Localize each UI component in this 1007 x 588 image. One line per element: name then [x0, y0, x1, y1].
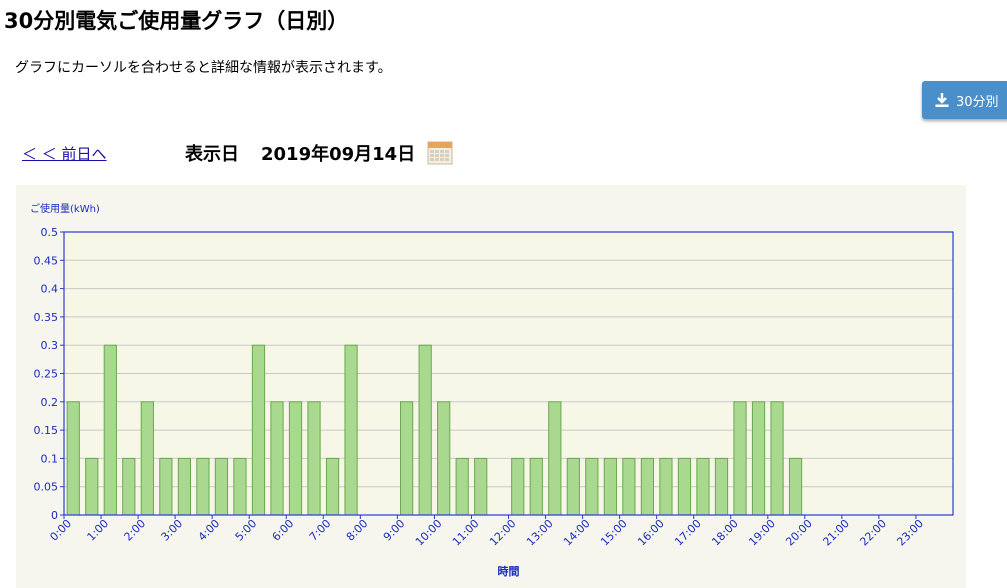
- bar[interactable]: [233, 457, 247, 516]
- x-tick-label: 14:00: [561, 517, 593, 549]
- y-tick-label: 0.2: [41, 396, 59, 409]
- x-tick-label: 18:00: [709, 517, 741, 549]
- date-value: 2019年09月14日: [261, 144, 416, 165]
- bar[interactable]: [788, 457, 803, 516]
- bar[interactable]: [159, 457, 173, 516]
- bar[interactable]: [529, 457, 543, 516]
- bar[interactable]: [622, 457, 636, 516]
- y-tick-label: 0.4: [41, 283, 59, 296]
- y-tick-label: 0: [51, 509, 58, 522]
- bar[interactable]: [733, 401, 747, 516]
- y-tick-label: 0.25: [34, 368, 59, 381]
- calendar-icon[interactable]: [427, 141, 453, 165]
- bar[interactable]: [640, 457, 655, 516]
- bar[interactable]: [474, 457, 488, 516]
- bar[interactable]: [85, 457, 99, 516]
- bar[interactable]: [251, 344, 266, 516]
- x-tick-label: 17:00: [672, 517, 704, 549]
- bar[interactable]: [418, 344, 432, 516]
- bar[interactable]: [344, 344, 358, 516]
- bar[interactable]: [677, 457, 692, 516]
- date-display: 表示日 2019年09月14日: [185, 140, 453, 166]
- y-tick-label: 0.3: [41, 339, 59, 352]
- bar[interactable]: [214, 457, 229, 516]
- x-tick-label: 15:00: [598, 517, 630, 549]
- download-icon: [935, 93, 949, 107]
- bar[interactable]: [603, 457, 617, 516]
- x-tick-label: 16:00: [635, 517, 667, 549]
- x-tick-label: 23:00: [894, 517, 926, 549]
- bar[interactable]: [548, 401, 562, 516]
- x-tick-label: 10:00: [413, 517, 445, 549]
- x-tick-label: 13:00: [524, 517, 556, 549]
- x-tick-label: 21:00: [820, 517, 852, 549]
- x-tick-label: 20:00: [783, 517, 815, 549]
- bar[interactable]: [140, 401, 154, 516]
- y-tick-label: 0.05: [34, 481, 59, 494]
- bar[interactable]: [270, 401, 284, 516]
- bar[interactable]: [751, 401, 766, 516]
- bar[interactable]: [437, 401, 451, 516]
- bar[interactable]: [455, 457, 469, 516]
- x-tick-label: 8:00: [344, 517, 371, 544]
- x-tick-label: 6:00: [270, 517, 297, 544]
- bar[interactable]: [400, 401, 414, 516]
- bar[interactable]: [177, 457, 191, 516]
- bar[interactable]: [325, 457, 340, 516]
- bar[interactable]: [103, 344, 117, 516]
- page-subtitle: グラフにカーソルを合わせると詳細な情報が表示されます。: [15, 60, 392, 76]
- x-tick-label: 22:00: [857, 517, 889, 549]
- bar[interactable]: [196, 457, 210, 516]
- x-axis-title: 時間: [498, 564, 520, 578]
- x-tick-label: 12:00: [487, 517, 519, 549]
- bar[interactable]: [122, 457, 136, 516]
- x-tick-label: 5:00: [233, 517, 260, 544]
- x-tick-label: 3:00: [159, 517, 186, 544]
- bar[interactable]: [696, 457, 710, 516]
- bar[interactable]: [566, 457, 580, 516]
- date-label: 表示日: [185, 144, 239, 165]
- y-tick-label: 0.35: [34, 311, 59, 324]
- bar[interactable]: [511, 457, 525, 516]
- bar[interactable]: [66, 401, 80, 516]
- y-axis-title: ご使用量(kWh): [30, 202, 100, 215]
- bar[interactable]: [585, 457, 599, 516]
- download-button[interactable]: 30分別: [922, 81, 1007, 119]
- usage-chart: 0 0.05 0.1 0.15 0.2 0.25 0.3 0.35 0.4 0.45 0.5 ご使用量…: [16, 185, 966, 588]
- usage-chart-svg: 0 0.05 0.1 0.15 0.2 0.25 0.3 0.35 0.4 0.45 0.5 ご使用量…: [30, 202, 954, 578]
- x-tick-label: 1:00: [85, 517, 112, 544]
- y-tick-label: 0.5: [41, 226, 59, 239]
- y-tick-label: 0.15: [34, 424, 59, 437]
- x-tick-label: 19:00: [746, 517, 778, 549]
- bar[interactable]: [714, 457, 729, 516]
- x-tick-label: 9:00: [381, 517, 408, 544]
- bar[interactable]: [307, 401, 321, 516]
- x-tick-label: 11:00: [450, 517, 482, 549]
- prev-day-link[interactable]: ＜ ＜ 前日へ: [22, 145, 107, 163]
- bar[interactable]: [288, 401, 303, 516]
- x-tick-label: 4:00: [196, 517, 223, 544]
- page-title: 30分別電気ご使用量グラフ（日別）: [4, 9, 349, 33]
- bar[interactable]: [659, 457, 673, 516]
- x-tick-label: 7:00: [307, 517, 334, 544]
- y-tick-label: 0.1: [41, 452, 59, 465]
- bar[interactable]: [770, 401, 784, 516]
- download-button-label: 30分別: [956, 94, 999, 110]
- y-tick-label: 0.45: [34, 254, 59, 267]
- x-tick-label: 2:00: [122, 517, 149, 544]
